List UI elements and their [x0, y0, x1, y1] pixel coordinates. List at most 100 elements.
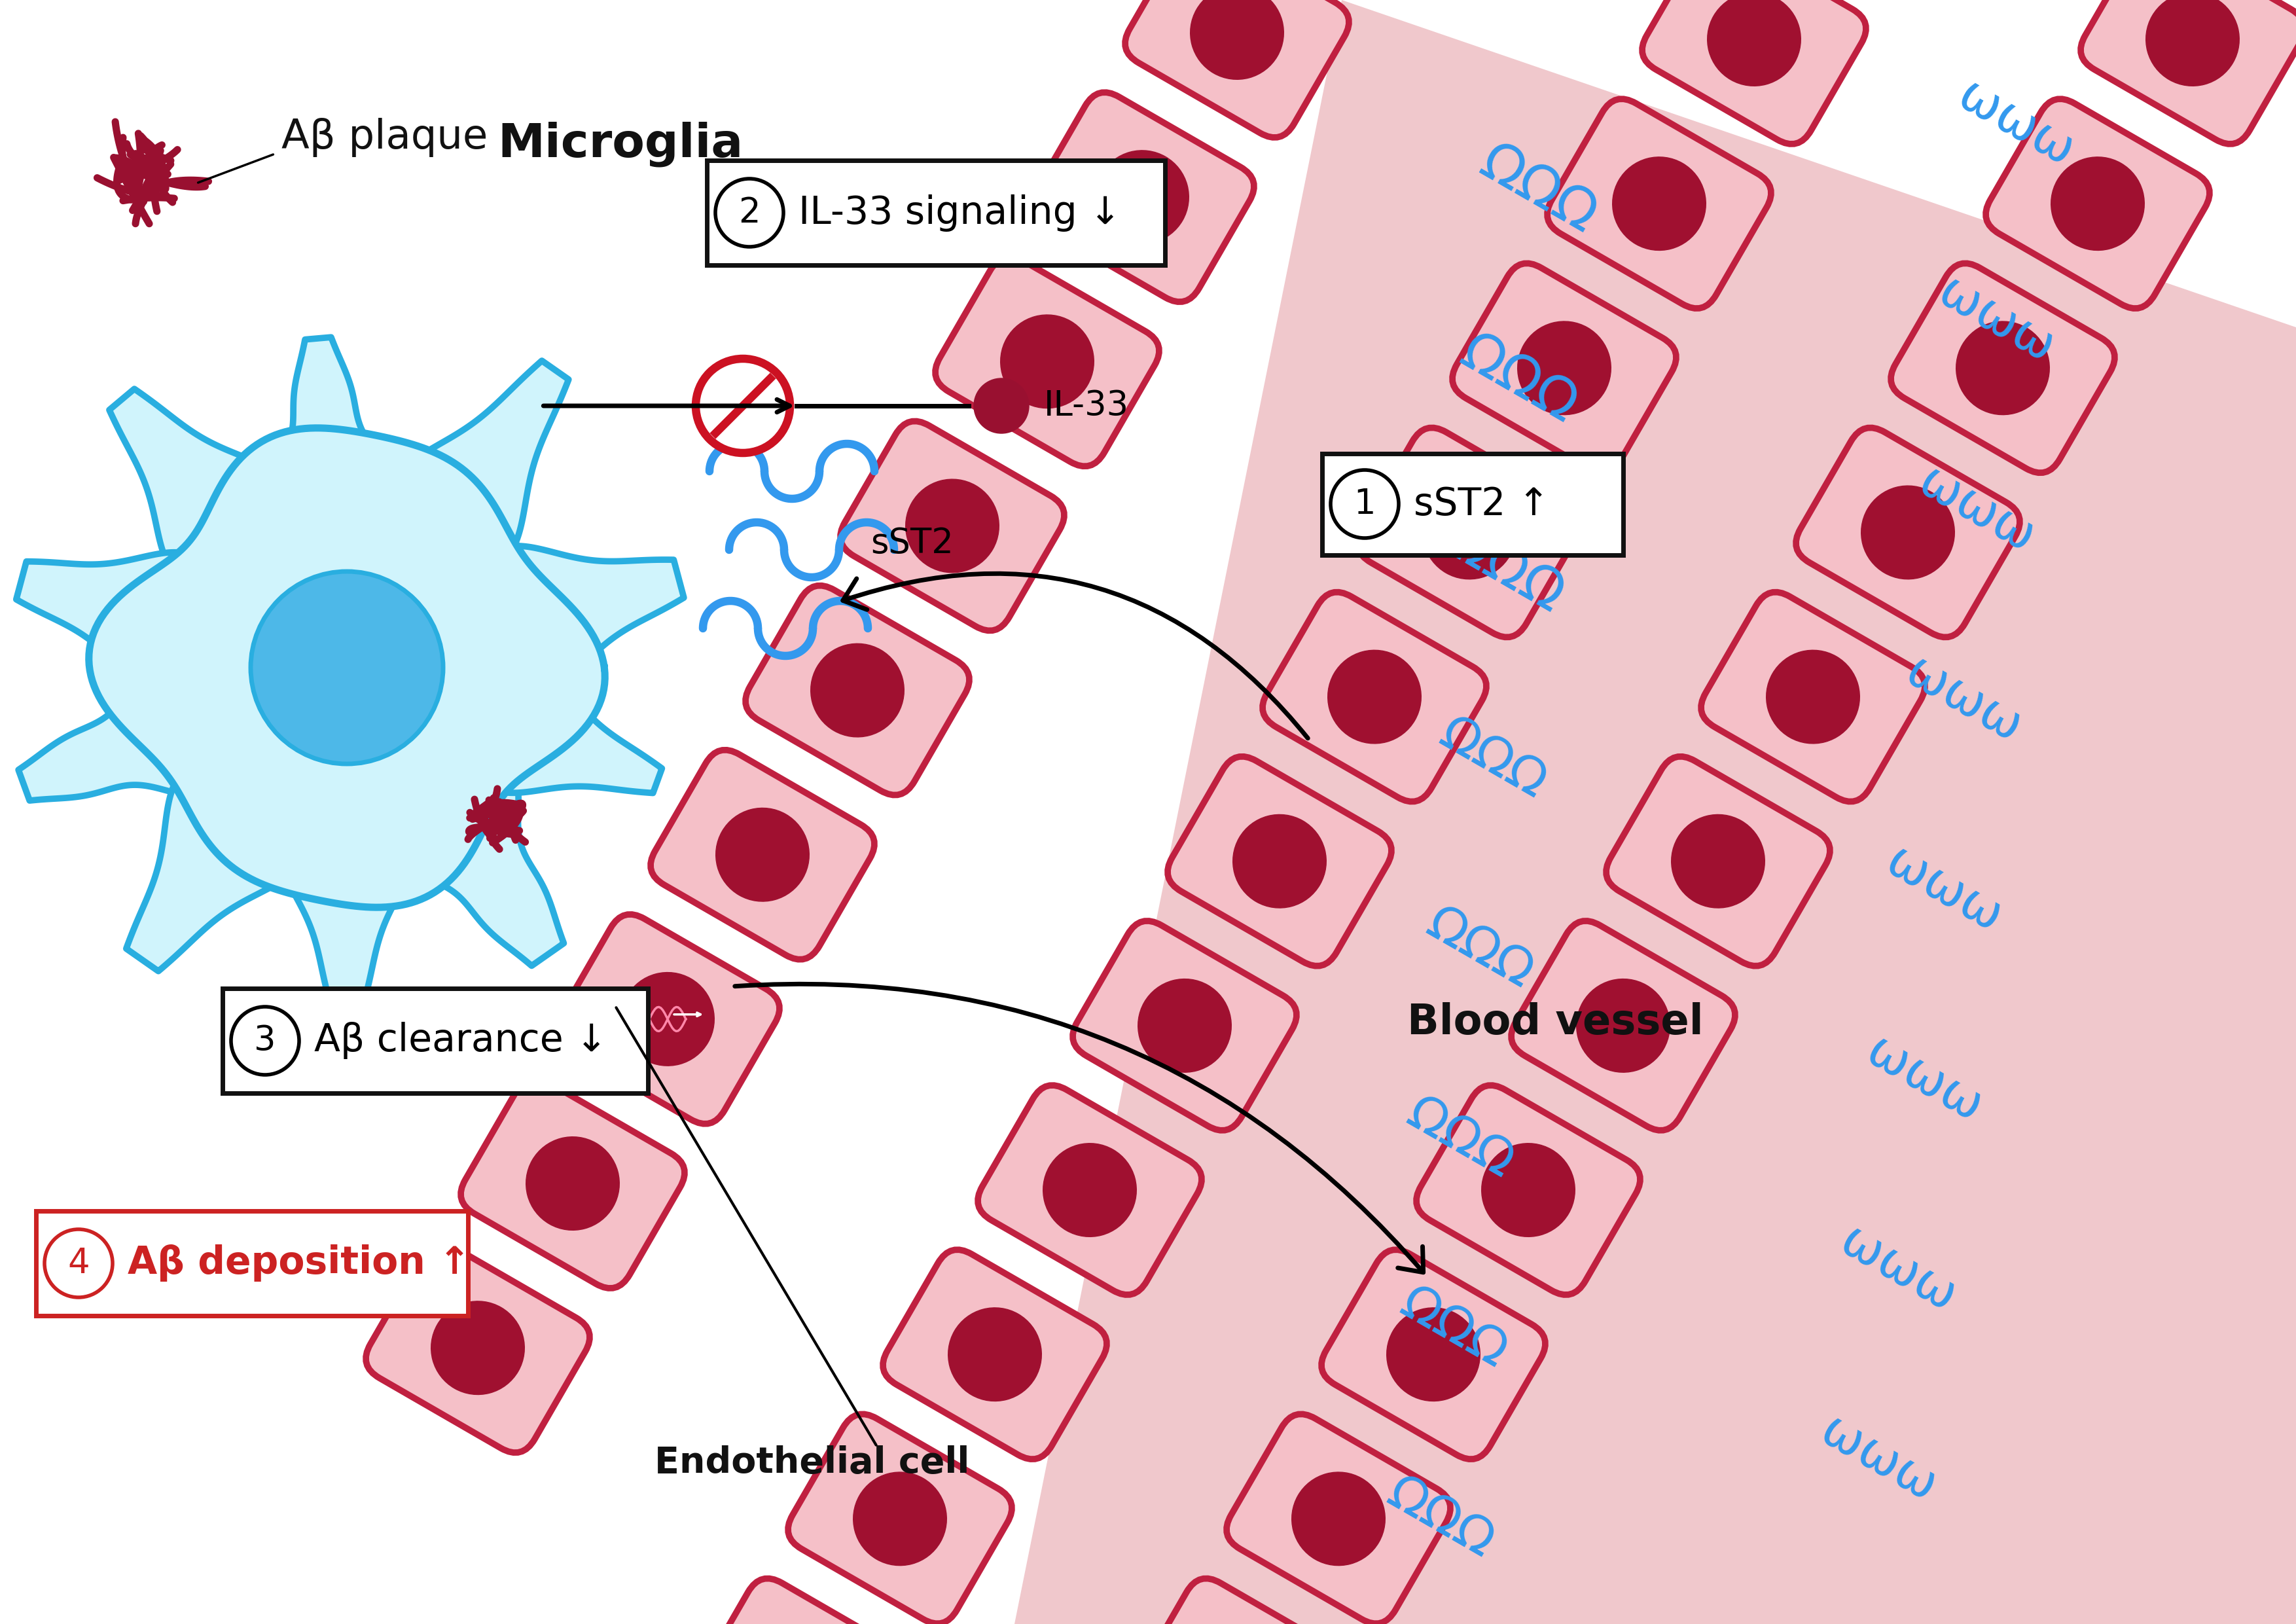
FancyBboxPatch shape — [1417, 1085, 1639, 1294]
Text: ΩΩΩ: ΩΩΩ — [1472, 136, 1605, 244]
Text: 1: 1 — [1355, 487, 1375, 521]
Polygon shape — [1015, 0, 2296, 1624]
FancyBboxPatch shape — [978, 1085, 1201, 1294]
Text: 2: 2 — [739, 197, 760, 229]
Text: Microglia: Microglia — [498, 122, 744, 167]
FancyBboxPatch shape — [693, 1579, 916, 1624]
Text: ωωω: ωωω — [1878, 838, 2011, 942]
FancyBboxPatch shape — [1701, 593, 1924, 802]
FancyBboxPatch shape — [1642, 0, 1867, 145]
FancyBboxPatch shape — [1795, 427, 2020, 637]
Polygon shape — [386, 361, 569, 573]
Circle shape — [1001, 315, 1093, 408]
Polygon shape — [482, 546, 684, 695]
Text: ΩΩΩ: ΩΩΩ — [1391, 1280, 1515, 1379]
FancyBboxPatch shape — [1607, 757, 1830, 966]
Circle shape — [1862, 486, 1954, 580]
FancyArrowPatch shape — [843, 573, 1309, 739]
Circle shape — [44, 1229, 113, 1298]
Circle shape — [1233, 815, 1327, 908]
Text: 4: 4 — [67, 1246, 90, 1280]
Polygon shape — [278, 828, 416, 1005]
Text: 3: 3 — [255, 1023, 276, 1057]
Text: ΩΩΩ: ΩΩΩ — [1417, 900, 1541, 999]
FancyBboxPatch shape — [1125, 0, 1350, 138]
FancyBboxPatch shape — [1226, 1415, 1451, 1624]
FancyBboxPatch shape — [556, 914, 781, 1124]
Polygon shape — [18, 663, 218, 801]
Circle shape — [1327, 650, 1421, 744]
FancyBboxPatch shape — [707, 161, 1164, 265]
Circle shape — [905, 479, 999, 573]
Circle shape — [232, 1007, 298, 1075]
FancyBboxPatch shape — [1263, 593, 1486, 802]
FancyBboxPatch shape — [2080, 0, 2296, 145]
Circle shape — [1766, 650, 1860, 744]
Circle shape — [948, 1307, 1042, 1402]
FancyBboxPatch shape — [934, 257, 1159, 466]
Polygon shape — [16, 552, 209, 690]
Circle shape — [1189, 0, 1283, 80]
Text: ΩΩΩ: ΩΩΩ — [1378, 1470, 1502, 1569]
Circle shape — [696, 359, 790, 453]
Circle shape — [1387, 1307, 1481, 1402]
FancyBboxPatch shape — [1892, 263, 2115, 473]
FancyBboxPatch shape — [650, 750, 875, 960]
Text: ωωω: ωωω — [1929, 268, 2062, 374]
Circle shape — [1424, 486, 1515, 580]
Circle shape — [1577, 979, 1669, 1072]
Circle shape — [1708, 0, 1800, 86]
Circle shape — [1612, 158, 1706, 250]
FancyBboxPatch shape — [1511, 921, 1736, 1130]
Circle shape — [1042, 1143, 1137, 1237]
FancyBboxPatch shape — [37, 1212, 468, 1315]
Circle shape — [974, 378, 1029, 434]
FancyBboxPatch shape — [884, 1250, 1107, 1460]
Text: Aβ plaque: Aβ plaque — [282, 119, 487, 158]
FancyBboxPatch shape — [223, 989, 647, 1093]
FancyBboxPatch shape — [1986, 99, 2209, 309]
FancyBboxPatch shape — [840, 421, 1065, 630]
Circle shape — [620, 973, 714, 1065]
FancyBboxPatch shape — [1357, 427, 1582, 637]
Text: Blood vessel: Blood vessel — [1407, 1002, 1704, 1043]
FancyBboxPatch shape — [365, 1242, 590, 1452]
Polygon shape — [383, 760, 565, 966]
Circle shape — [250, 572, 443, 763]
Polygon shape — [126, 758, 315, 971]
FancyBboxPatch shape — [1453, 263, 1676, 473]
Text: ωωω: ωωω — [1910, 458, 2043, 564]
Polygon shape — [110, 388, 296, 590]
FancyBboxPatch shape — [1031, 93, 1254, 302]
Text: ΩΩΩ: ΩΩΩ — [1451, 325, 1587, 434]
FancyBboxPatch shape — [746, 586, 969, 796]
Text: Endothelial cell: Endothelial cell — [654, 1445, 969, 1481]
Circle shape — [1518, 322, 1612, 414]
Circle shape — [716, 809, 808, 901]
Circle shape — [526, 1137, 620, 1229]
Text: ΩΩΩ: ΩΩΩ — [1398, 1090, 1522, 1189]
Text: ωωω: ωωω — [1832, 1218, 1965, 1322]
FancyBboxPatch shape — [1322, 453, 1623, 555]
Polygon shape — [90, 429, 604, 908]
Polygon shape — [475, 664, 661, 793]
FancyBboxPatch shape — [1548, 99, 1770, 309]
Circle shape — [1332, 469, 1398, 538]
Circle shape — [1293, 1471, 1384, 1566]
Text: ΩΩΩ: ΩΩΩ — [1430, 710, 1554, 809]
Circle shape — [432, 1301, 523, 1395]
Circle shape — [2050, 158, 2144, 250]
Circle shape — [2147, 0, 2239, 86]
Circle shape — [1956, 322, 2050, 414]
FancyBboxPatch shape — [1322, 1250, 1545, 1460]
FancyBboxPatch shape — [1132, 1579, 1355, 1624]
Text: sST2: sST2 — [870, 526, 953, 560]
Text: ωωω: ωωω — [1812, 1408, 1945, 1512]
Circle shape — [1671, 815, 1766, 908]
Text: ωωω: ωωω — [1896, 648, 2030, 754]
Text: IL-33 signaling ↓: IL-33 signaling ↓ — [799, 195, 1120, 231]
Circle shape — [716, 179, 783, 247]
FancyBboxPatch shape — [461, 1078, 684, 1288]
FancyArrowPatch shape — [735, 984, 1424, 1272]
Text: ωωω: ωωω — [1949, 71, 2082, 177]
